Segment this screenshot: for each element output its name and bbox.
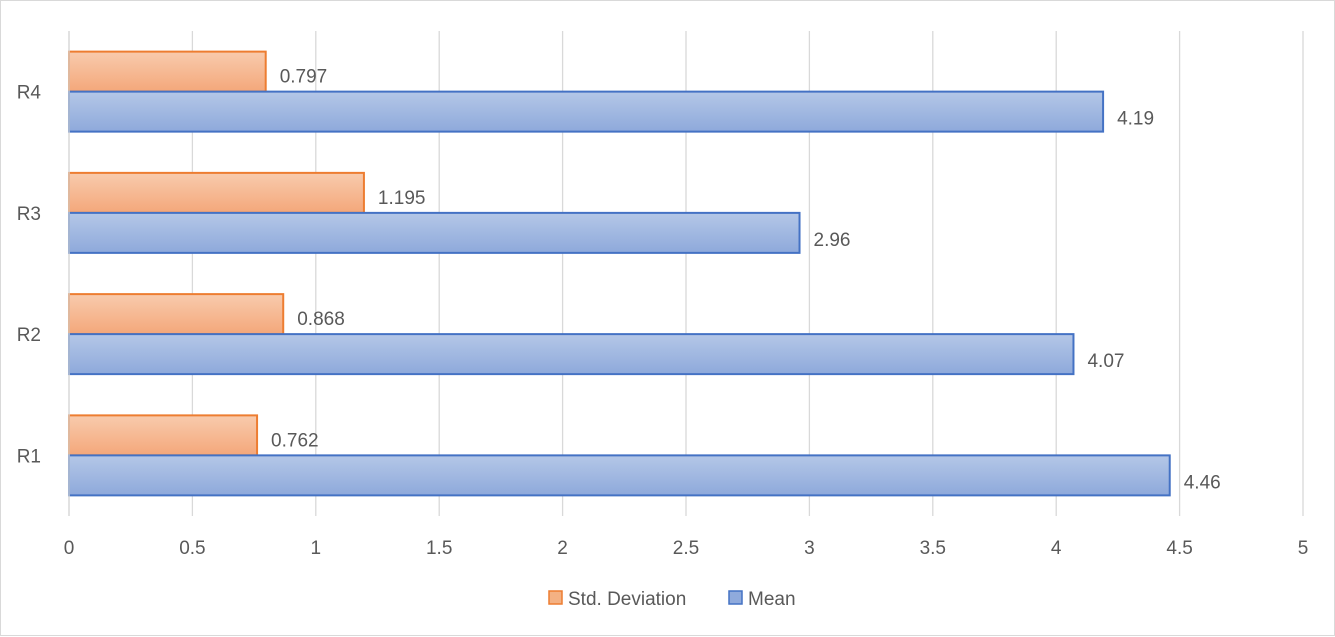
data-label-mean: 2.96 bbox=[814, 230, 851, 251]
x-tick-label: 2.5 bbox=[673, 538, 699, 559]
category-label: R4 bbox=[17, 83, 42, 104]
data-label-mean: 4.46 bbox=[1184, 472, 1221, 493]
legend-label: Mean bbox=[748, 589, 796, 610]
data-label-std-deviation: 0.762 bbox=[271, 430, 319, 451]
x-tick-label: 0.5 bbox=[179, 538, 205, 559]
legend-swatch bbox=[728, 590, 743, 605]
x-tick-label: 0 bbox=[64, 538, 75, 559]
legend-swatch bbox=[548, 590, 563, 605]
data-label-std-deviation: 0.797 bbox=[280, 67, 328, 88]
legend-label: Std. Deviation bbox=[568, 589, 686, 610]
bar-mean bbox=[68, 333, 1075, 376]
bar-mean bbox=[68, 90, 1105, 133]
data-label-mean: 4.07 bbox=[1087, 351, 1124, 372]
bar-mean bbox=[68, 211, 801, 254]
x-tick-label: 1.5 bbox=[426, 538, 452, 559]
data-label-std-deviation: 1.195 bbox=[378, 188, 426, 209]
bar-std-deviation bbox=[68, 171, 365, 214]
bar-mean bbox=[68, 454, 1171, 497]
x-tick-label: 4.5 bbox=[1166, 538, 1192, 559]
category-label: R2 bbox=[17, 325, 41, 346]
x-tick-label: 3 bbox=[804, 538, 815, 559]
x-tick-label: 1 bbox=[311, 538, 322, 559]
x-tick-label: 5 bbox=[1298, 538, 1309, 559]
bar-std-deviation bbox=[68, 414, 259, 457]
data-label-std-deviation: 0.868 bbox=[297, 309, 345, 330]
category-label: R3 bbox=[17, 204, 41, 225]
x-tick-label: 3.5 bbox=[920, 538, 946, 559]
bar-std-deviation bbox=[68, 293, 285, 336]
data-label-mean: 4.19 bbox=[1117, 109, 1154, 130]
bar-std-deviation bbox=[68, 50, 267, 93]
category-label: R1 bbox=[17, 446, 41, 467]
x-tick-label: 2 bbox=[557, 538, 568, 559]
x-tick-label: 4 bbox=[1051, 538, 1062, 559]
